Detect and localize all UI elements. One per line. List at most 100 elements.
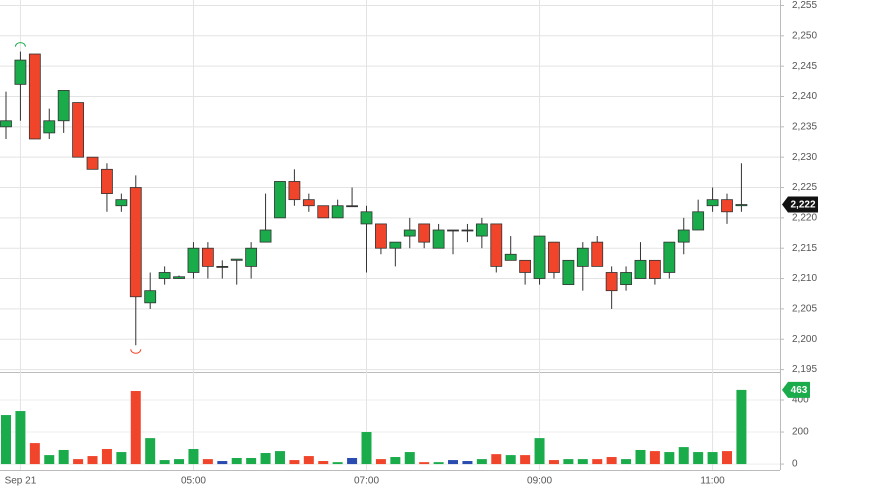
volume-bar: [592, 459, 603, 465]
volume-bar: [693, 452, 704, 465]
candle-body: [490, 223, 503, 267]
volume-bar: [73, 459, 84, 465]
candle-body: [519, 259, 532, 273]
volume-bar: [520, 455, 531, 465]
y-tick-label: 2,195: [792, 364, 817, 375]
candle-body: [86, 156, 99, 170]
volume-bar: [231, 457, 242, 465]
candle-body: [475, 223, 488, 237]
y-tick-label: 2,210: [792, 273, 817, 284]
candle-body: [259, 229, 272, 243]
candle-body: [43, 120, 56, 134]
volume-bar: [116, 452, 127, 465]
volume-bar: [246, 457, 257, 465]
volume-bar: [563, 459, 574, 465]
y-tick-label: 2,230: [792, 152, 817, 163]
x-tick-label: Sep 21: [5, 476, 37, 487]
y-tick-label: 2,240: [792, 91, 817, 102]
candle-body: [447, 229, 459, 232]
volume-bar: [29, 443, 40, 465]
candle-body: [274, 181, 286, 219]
candle-body: [302, 199, 315, 207]
candle-body: [216, 266, 229, 268]
candle-body: [548, 241, 560, 273]
volume-bar: [260, 453, 271, 465]
volume-bar: [1, 415, 11, 465]
volume-bar: [217, 461, 228, 465]
volume-bar: [476, 459, 487, 465]
candle-body: [418, 223, 431, 243]
candle-body: [533, 235, 546, 279]
candle-body: [115, 199, 128, 207]
x-tick-label: 07:00: [354, 476, 379, 487]
volume-bar: [15, 411, 26, 465]
high-marker: [14, 42, 26, 47]
candle-body: [721, 199, 733, 213]
candle-body: [562, 259, 575, 286]
candle-body: [245, 247, 258, 267]
candle-body: [28, 53, 41, 140]
candle-body: [158, 272, 171, 279]
volume-bar: [332, 462, 343, 465]
volume-bar: [174, 459, 185, 465]
volume-bar: [621, 459, 632, 465]
volume-bar: [44, 455, 55, 465]
y-tick-label: 2,205: [792, 304, 817, 315]
volume-bar: [375, 459, 386, 465]
volume-bar: [678, 447, 689, 465]
volume-bar: [649, 451, 660, 465]
volume-bar: [419, 462, 430, 465]
volume-bar: [491, 454, 502, 465]
volume-bar: [534, 438, 545, 465]
volume-bar: [361, 432, 372, 465]
y-tick-label: 2,215: [792, 243, 817, 254]
candle-body: [634, 259, 647, 279]
candle-body: [403, 229, 416, 237]
candle-body: [461, 229, 474, 232]
candle-body: [317, 205, 330, 219]
candle-body: [101, 168, 113, 194]
candle-body: [504, 253, 517, 261]
volume-bar: [722, 451, 732, 465]
candle-body: [692, 211, 705, 231]
candle-body: [389, 241, 402, 249]
candle-body: [432, 229, 445, 249]
candle-body: [201, 247, 214, 267]
volume-bar: [505, 455, 516, 465]
volume-bar: [448, 460, 459, 465]
candle-body: [605, 272, 618, 292]
volume-bar: [635, 449, 646, 465]
candle-body: [331, 205, 344, 219]
candle-body: [14, 59, 27, 85]
y-tick-label: 2,250: [792, 30, 817, 41]
volume-bar: [433, 462, 444, 465]
last-price-box: [782, 196, 818, 213]
candle-body: [0, 120, 12, 128]
candle-body: [288, 181, 301, 201]
last-volume-label: 463: [791, 385, 808, 396]
volume-bar: [606, 457, 617, 465]
volume-bar: [303, 456, 314, 465]
volume-bar: [318, 461, 329, 465]
volume-tick-label: 200: [792, 427, 809, 438]
candle-body: [230, 258, 243, 261]
last-volume-box: [782, 381, 810, 398]
y-tick-label: 2,220: [792, 213, 817, 224]
y-tick-label: 2,245: [792, 61, 817, 72]
candle-body: [591, 241, 604, 267]
volume-bar: [548, 460, 559, 465]
candle-body: [649, 259, 661, 279]
x-tick-label: 11:00: [700, 476, 725, 487]
candle-body: [346, 205, 358, 208]
volume-bar: [347, 457, 358, 465]
candle-body: [187, 247, 200, 273]
candle-body: [677, 229, 690, 243]
y-tick-label: 2,255: [792, 0, 817, 11]
x-tick-label: 09:00: [527, 476, 552, 487]
candle-body: [72, 102, 84, 158]
y-tick-label: 2,235: [792, 121, 817, 132]
volume-bar: [87, 456, 98, 465]
volume-tick-label: 0: [792, 459, 798, 470]
volume-bar: [130, 391, 141, 465]
candle-body: [57, 90, 70, 122]
